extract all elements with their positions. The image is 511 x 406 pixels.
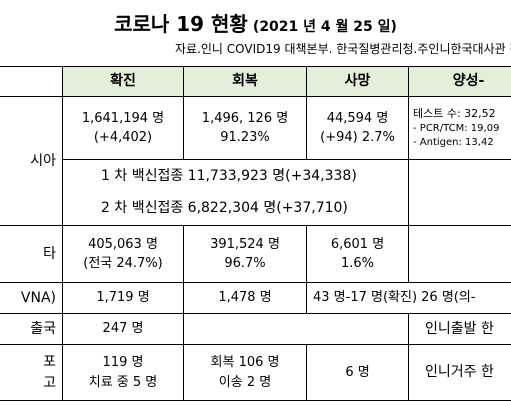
korea-confirmed: 405,063 명 (전국 24.7%) bbox=[63, 226, 184, 283]
indonesia-confirmed: 1,641,194 명 (+4,402) bbox=[63, 97, 184, 160]
table-row: 타 405,063 명 (전국 24.7%) 391,524 명 96.7% 6… bbox=[0, 226, 511, 283]
departure-deaths bbox=[307, 314, 409, 345]
residents-note: 인니거주 한 bbox=[409, 345, 511, 401]
page-title: 코로나 19 현황 (2021 년 4 월 25 일) bbox=[0, 8, 511, 37]
row-label-departure: 출국 bbox=[0, 314, 63, 345]
source-note: 자료.인니 COVID19 대책본부. 한국질병관리청.주인니한국대사관 정리. bbox=[175, 40, 511, 57]
indonesia-tests: 테스트 수: 32,52 - PCR/TCM: 19,09 - Antigen:… bbox=[409, 97, 511, 160]
table-row: 1 차 백신접종 11,733,923 명(+34,338) bbox=[0, 160, 511, 193]
wna-deaths: 43 명-17 명(확진) 26 명(의- bbox=[307, 283, 511, 314]
table-row: 출국 247 명 인니출발 한 bbox=[0, 314, 511, 345]
row-label-wna: VNA) bbox=[0, 283, 63, 314]
indonesia-recovered: 1,496, 126 명 91.23% bbox=[184, 97, 307, 160]
row-label-indonesia: 시아 bbox=[0, 97, 63, 226]
header-confirmed: 확진 bbox=[63, 67, 184, 97]
table-row: VNA) 1,719 명 1,478 명 43 명-17 명(확진) 26 명(… bbox=[0, 283, 511, 314]
vaccine-first: 1 차 백신접종 11,733,923 명(+34,338) bbox=[63, 160, 409, 193]
title-date: (2021 년 4 월 25 일) bbox=[253, 19, 397, 35]
row-label-residents: 포 고 bbox=[0, 345, 63, 401]
korea-recovered: 391,524 명 96.7% bbox=[184, 226, 307, 283]
table-row: 시아 1,641,194 명 (+4,402) 1,496, 126 명 91.… bbox=[0, 97, 511, 160]
table-row: 포 고 119 명 치료 중 5 명 회복 106 명 이송 2 명 6 명 인… bbox=[0, 345, 511, 401]
departure-note: 인니출발 한 bbox=[409, 314, 511, 345]
departure-recovered bbox=[184, 314, 307, 345]
residents-deaths: 6 명 bbox=[307, 345, 409, 401]
vaccine-second: 2 차 백신접종 6,822,304 명(+37,710) bbox=[63, 193, 409, 226]
residents-confirmed: 119 명 치료 중 5 명 bbox=[63, 345, 184, 401]
covid-status-table: 확진 회복 사망 양성- 시아 1,641,194 명 (+4,402) 1,4… bbox=[0, 66, 511, 401]
header-blank bbox=[0, 67, 63, 97]
departure-confirmed: 247 명 bbox=[63, 314, 184, 345]
korea-blank bbox=[409, 226, 511, 283]
header-recovered: 회복 bbox=[184, 67, 307, 97]
row-label-korea: 타 bbox=[0, 226, 63, 283]
wna-confirmed: 1,719 명 bbox=[63, 283, 184, 314]
residents-recovered: 회복 106 명 이송 2 명 bbox=[184, 345, 307, 401]
wna-recovered: 1,478 명 bbox=[184, 283, 307, 314]
table-container: 확진 회복 사망 양성- 시아 1,641,194 명 (+4,402) 1,4… bbox=[0, 66, 511, 406]
table-header-row: 확진 회복 사망 양성- bbox=[0, 67, 511, 97]
korea-deaths: 6,601 명 1.6% bbox=[307, 226, 409, 283]
title-main: 코로나 19 현황 bbox=[114, 12, 248, 36]
header-tests: 양성- bbox=[409, 67, 511, 97]
indonesia-deaths: 44,594 명 (+94) 2.7% bbox=[307, 97, 409, 160]
vaccine-blank bbox=[409, 160, 511, 226]
header-deaths: 사망 bbox=[307, 67, 409, 97]
